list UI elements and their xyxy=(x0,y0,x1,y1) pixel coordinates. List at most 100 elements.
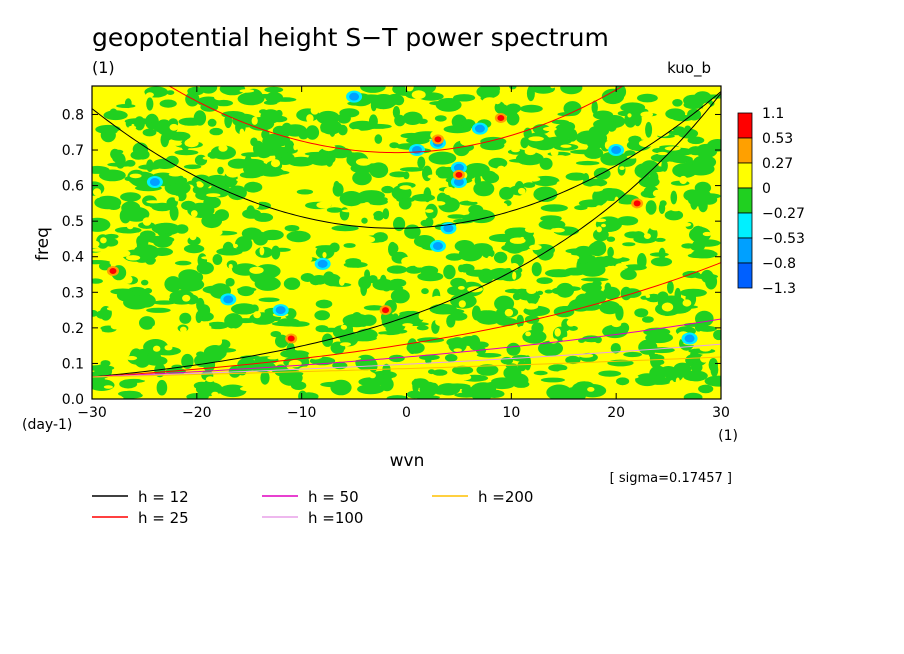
field-patch xyxy=(283,277,301,290)
field-patch xyxy=(222,241,234,255)
field-patch xyxy=(676,250,690,255)
field-patch xyxy=(160,132,170,148)
field-patch xyxy=(445,253,464,261)
field-patch xyxy=(681,243,696,249)
field-patch xyxy=(693,155,717,170)
field-patch xyxy=(509,237,526,244)
field-patch xyxy=(370,99,377,112)
field-patch xyxy=(152,324,162,332)
field-patch xyxy=(419,354,440,361)
field-patch xyxy=(587,387,595,392)
field-patch xyxy=(470,382,497,399)
field-patch xyxy=(114,226,142,234)
field-patch xyxy=(699,344,712,352)
field-patch xyxy=(178,117,204,126)
field-patch xyxy=(146,200,160,204)
field-patch xyxy=(531,262,542,277)
field-patch xyxy=(488,233,517,243)
positive-anomaly-core xyxy=(109,267,117,274)
field-patch xyxy=(516,314,524,328)
colorbar-swatch xyxy=(737,112,753,139)
field-patch xyxy=(540,215,562,222)
field-patch xyxy=(265,92,284,104)
field-patch xyxy=(671,305,699,309)
field-patch xyxy=(446,314,456,328)
field-patch xyxy=(698,384,714,394)
kelvin-wave-curve xyxy=(92,262,721,378)
field-patch xyxy=(100,237,107,244)
field-patch xyxy=(124,176,134,181)
field-patch xyxy=(310,106,319,115)
field-patch xyxy=(286,230,311,243)
field-patch xyxy=(531,86,555,94)
field-patch xyxy=(349,120,376,131)
field-patch xyxy=(175,260,192,266)
colorbar-swatch xyxy=(737,162,753,189)
field-patch xyxy=(236,178,245,182)
field-patch xyxy=(343,347,358,356)
field-patch xyxy=(179,374,191,382)
field-patch xyxy=(411,193,435,202)
field-patch xyxy=(239,171,262,179)
field-patch xyxy=(302,255,313,263)
field-patch xyxy=(104,233,119,240)
field-patch xyxy=(152,235,173,248)
field-patch xyxy=(708,358,718,372)
field-patch xyxy=(619,166,625,171)
field-patch xyxy=(458,264,465,273)
field-patch xyxy=(683,100,704,110)
field-patch xyxy=(359,235,376,244)
field-patch xyxy=(687,87,696,93)
field-patch xyxy=(643,233,651,240)
field-patch xyxy=(233,243,238,248)
field-patch xyxy=(448,98,456,110)
colorbar-label: 0.53 xyxy=(762,131,793,147)
field-patch xyxy=(212,254,223,265)
field-patch xyxy=(398,198,412,210)
negative-anomaly-core xyxy=(223,295,234,304)
field-patch xyxy=(119,208,132,224)
field-patch xyxy=(233,318,259,324)
field-patch xyxy=(393,216,406,232)
colorbar-label: −0.53 xyxy=(762,231,805,247)
field-patch xyxy=(602,286,621,300)
field-patch xyxy=(369,162,389,178)
field-patch xyxy=(99,169,126,182)
field-patch xyxy=(284,192,297,198)
field-patch xyxy=(465,255,478,260)
field-patch xyxy=(299,334,311,341)
field-patch xyxy=(259,109,268,114)
colorbar-label: 0.27 xyxy=(762,156,793,172)
field-patch xyxy=(357,384,385,395)
field-patch xyxy=(175,224,189,234)
field-patch xyxy=(448,337,467,353)
field-patch xyxy=(533,370,548,376)
field-patch xyxy=(152,395,158,399)
field-patch xyxy=(214,94,224,101)
field-patch xyxy=(92,188,102,196)
field-patch xyxy=(333,231,341,238)
field-patch xyxy=(200,325,212,330)
field-patch xyxy=(225,277,235,287)
field-patch xyxy=(679,175,688,185)
field-patch xyxy=(634,163,653,179)
field-patch xyxy=(101,348,118,353)
field-patch xyxy=(337,113,351,124)
field-patch xyxy=(296,189,314,195)
field-patch xyxy=(339,277,345,286)
field-patch xyxy=(217,166,224,175)
field-patch xyxy=(360,314,377,326)
x-tick-label: −20 xyxy=(182,405,212,421)
field-patch xyxy=(272,247,291,252)
field-patch xyxy=(264,86,284,93)
negative-anomaly-core xyxy=(611,146,622,155)
field-patch xyxy=(468,204,484,215)
negative-anomaly-core xyxy=(317,259,328,268)
field-patch xyxy=(518,187,526,195)
field-patch xyxy=(253,200,260,209)
field-patch xyxy=(673,385,684,390)
field-patch xyxy=(207,151,219,159)
field-patch xyxy=(428,369,436,375)
field-patch xyxy=(278,214,292,223)
field-patch xyxy=(183,164,202,170)
